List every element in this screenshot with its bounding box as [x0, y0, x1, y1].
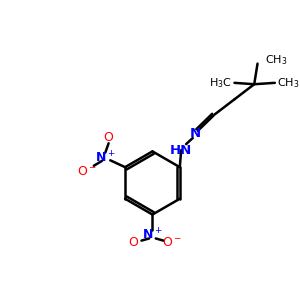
Text: O$^-$: O$^-$ — [163, 236, 182, 249]
Text: CH$_3$: CH$_3$ — [265, 53, 288, 67]
Text: N$^+$: N$^+$ — [142, 227, 163, 243]
Text: N: N — [190, 127, 201, 140]
Text: O: O — [128, 236, 138, 249]
Text: CH$_3$: CH$_3$ — [277, 76, 299, 90]
Text: HN: HN — [170, 144, 192, 157]
Text: O: O — [104, 131, 114, 144]
Text: N$^+$: N$^+$ — [95, 150, 116, 165]
Text: O$^-$: O$^-$ — [76, 165, 97, 178]
Text: H$_3$C: H$_3$C — [209, 76, 232, 90]
